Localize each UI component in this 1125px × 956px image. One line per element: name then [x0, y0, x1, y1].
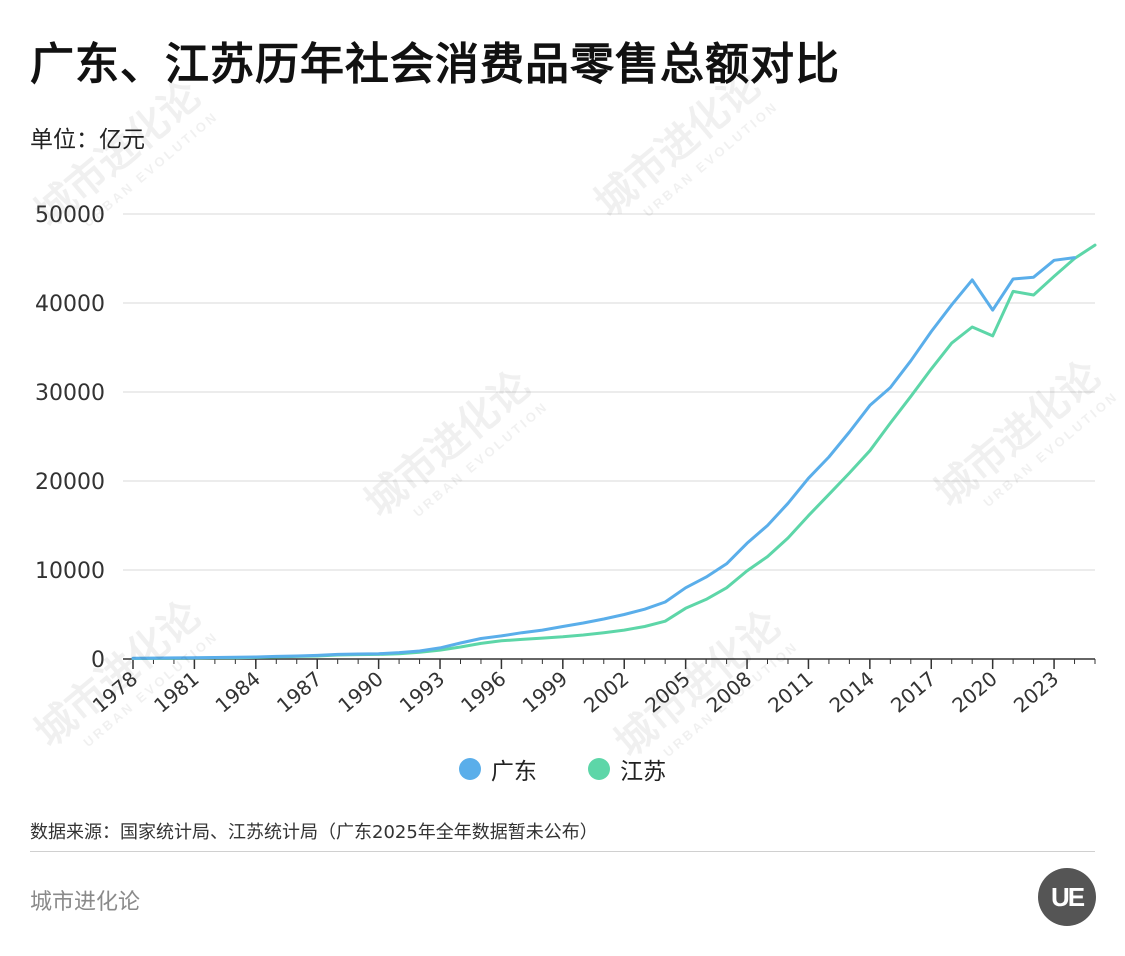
legend-label: 广东: [490, 759, 537, 785]
x-tick-label: 1999: [518, 666, 572, 717]
x-tick-label: 1981: [149, 666, 203, 717]
legend: 广东 江苏: [0, 752, 1125, 786]
brand-logo: UE: [1038, 868, 1096, 926]
x-tick-label: 2011: [763, 666, 817, 717]
x-tick-label: 1996: [456, 666, 510, 717]
y-tick-label: 20000: [35, 470, 105, 495]
y-tick-label: 40000: [35, 292, 105, 317]
y-tick-label: 10000: [35, 559, 105, 584]
x-tick-label: 2023: [1009, 666, 1063, 717]
chart-title: 广东、江苏历年社会消费品零售总额对比: [30, 39, 840, 90]
x-tick-label: 2017: [886, 666, 940, 717]
x-tick-label: 2002: [579, 666, 633, 717]
x-tick-label: 1990: [333, 666, 387, 717]
legend-label: 江苏: [620, 759, 667, 785]
x-tick-label: 2014: [825, 666, 879, 717]
x-tick-label: 1993: [395, 666, 449, 717]
legend-dot-icon: [458, 758, 481, 780]
series-line-guangdong: [131, 256, 1076, 660]
x-tick-label: 1978: [88, 666, 142, 717]
x-tick-label: 2005: [640, 666, 694, 717]
x-tick-label: 1984: [211, 666, 265, 717]
y-tick-label: 30000: [35, 381, 105, 406]
legend-dot-icon: [588, 758, 611, 780]
data-source: 数据来源：国家统计局、江苏统计局（广东2025年全年数据暂未公布）: [30, 822, 598, 843]
legend-item-guangdong[interactable]: 广东: [458, 752, 537, 786]
unit-label: 单位：亿元: [30, 127, 145, 153]
y-tick-label: 0: [91, 648, 105, 673]
divider: [30, 851, 1095, 852]
legend-item-jiangsu[interactable]: 江苏: [588, 752, 666, 786]
y-tick-label: 50000: [35, 203, 105, 228]
x-tick-label: 2020: [947, 666, 1001, 717]
brand-name: 城市进化论: [30, 890, 141, 915]
x-tick-label: 1987: [272, 666, 326, 717]
x-tick-label: 2008: [702, 666, 756, 717]
